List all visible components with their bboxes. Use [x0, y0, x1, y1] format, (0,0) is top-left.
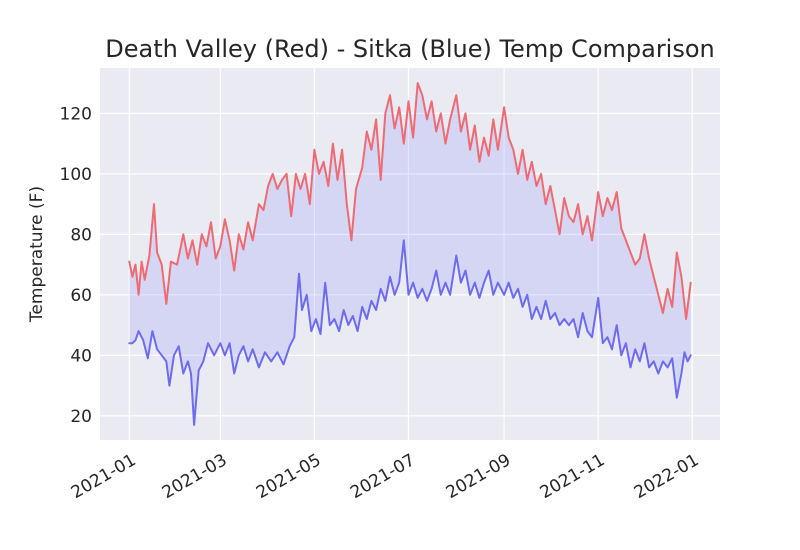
y-tick-label: 100 [60, 165, 92, 185]
y-tick-label: 20 [70, 407, 92, 427]
temperature-range-fill [129, 83, 691, 425]
y-tick-label: 40 [70, 346, 92, 366]
x-tick-labels: 2021-01 2021-03 2021-05 2021-07 2021-09 2021-… [68, 450, 702, 503]
y-tick-label: 80 [70, 225, 92, 245]
y-tick-label: 60 [70, 286, 92, 306]
x-tick-label: 2021-01 [68, 450, 140, 503]
x-tick-label: 2021-07 [347, 450, 419, 503]
x-tick-label: 2022-01 [631, 450, 703, 503]
y-axis-label: Temperature (F) [27, 186, 47, 323]
x-tick-label: 2021-03 [159, 450, 231, 503]
sitka-series-line [128, 239, 692, 426]
death-valley-series-line [128, 82, 692, 320]
grid-lines [100, 68, 720, 440]
chart-title: Death Valley (Red) - Sitka (Blue) Temp C… [105, 35, 715, 63]
x-tick-label: 2021-11 [537, 450, 609, 503]
y-tick-labels: 20 40 60 80 100 120 [60, 104, 92, 426]
x-tick-label: 2021-09 [443, 450, 515, 503]
x-tick-label: 2021-05 [253, 450, 325, 503]
series-layer [128, 82, 692, 426]
plot-background [100, 68, 720, 440]
y-tick-label: 120 [60, 104, 92, 124]
